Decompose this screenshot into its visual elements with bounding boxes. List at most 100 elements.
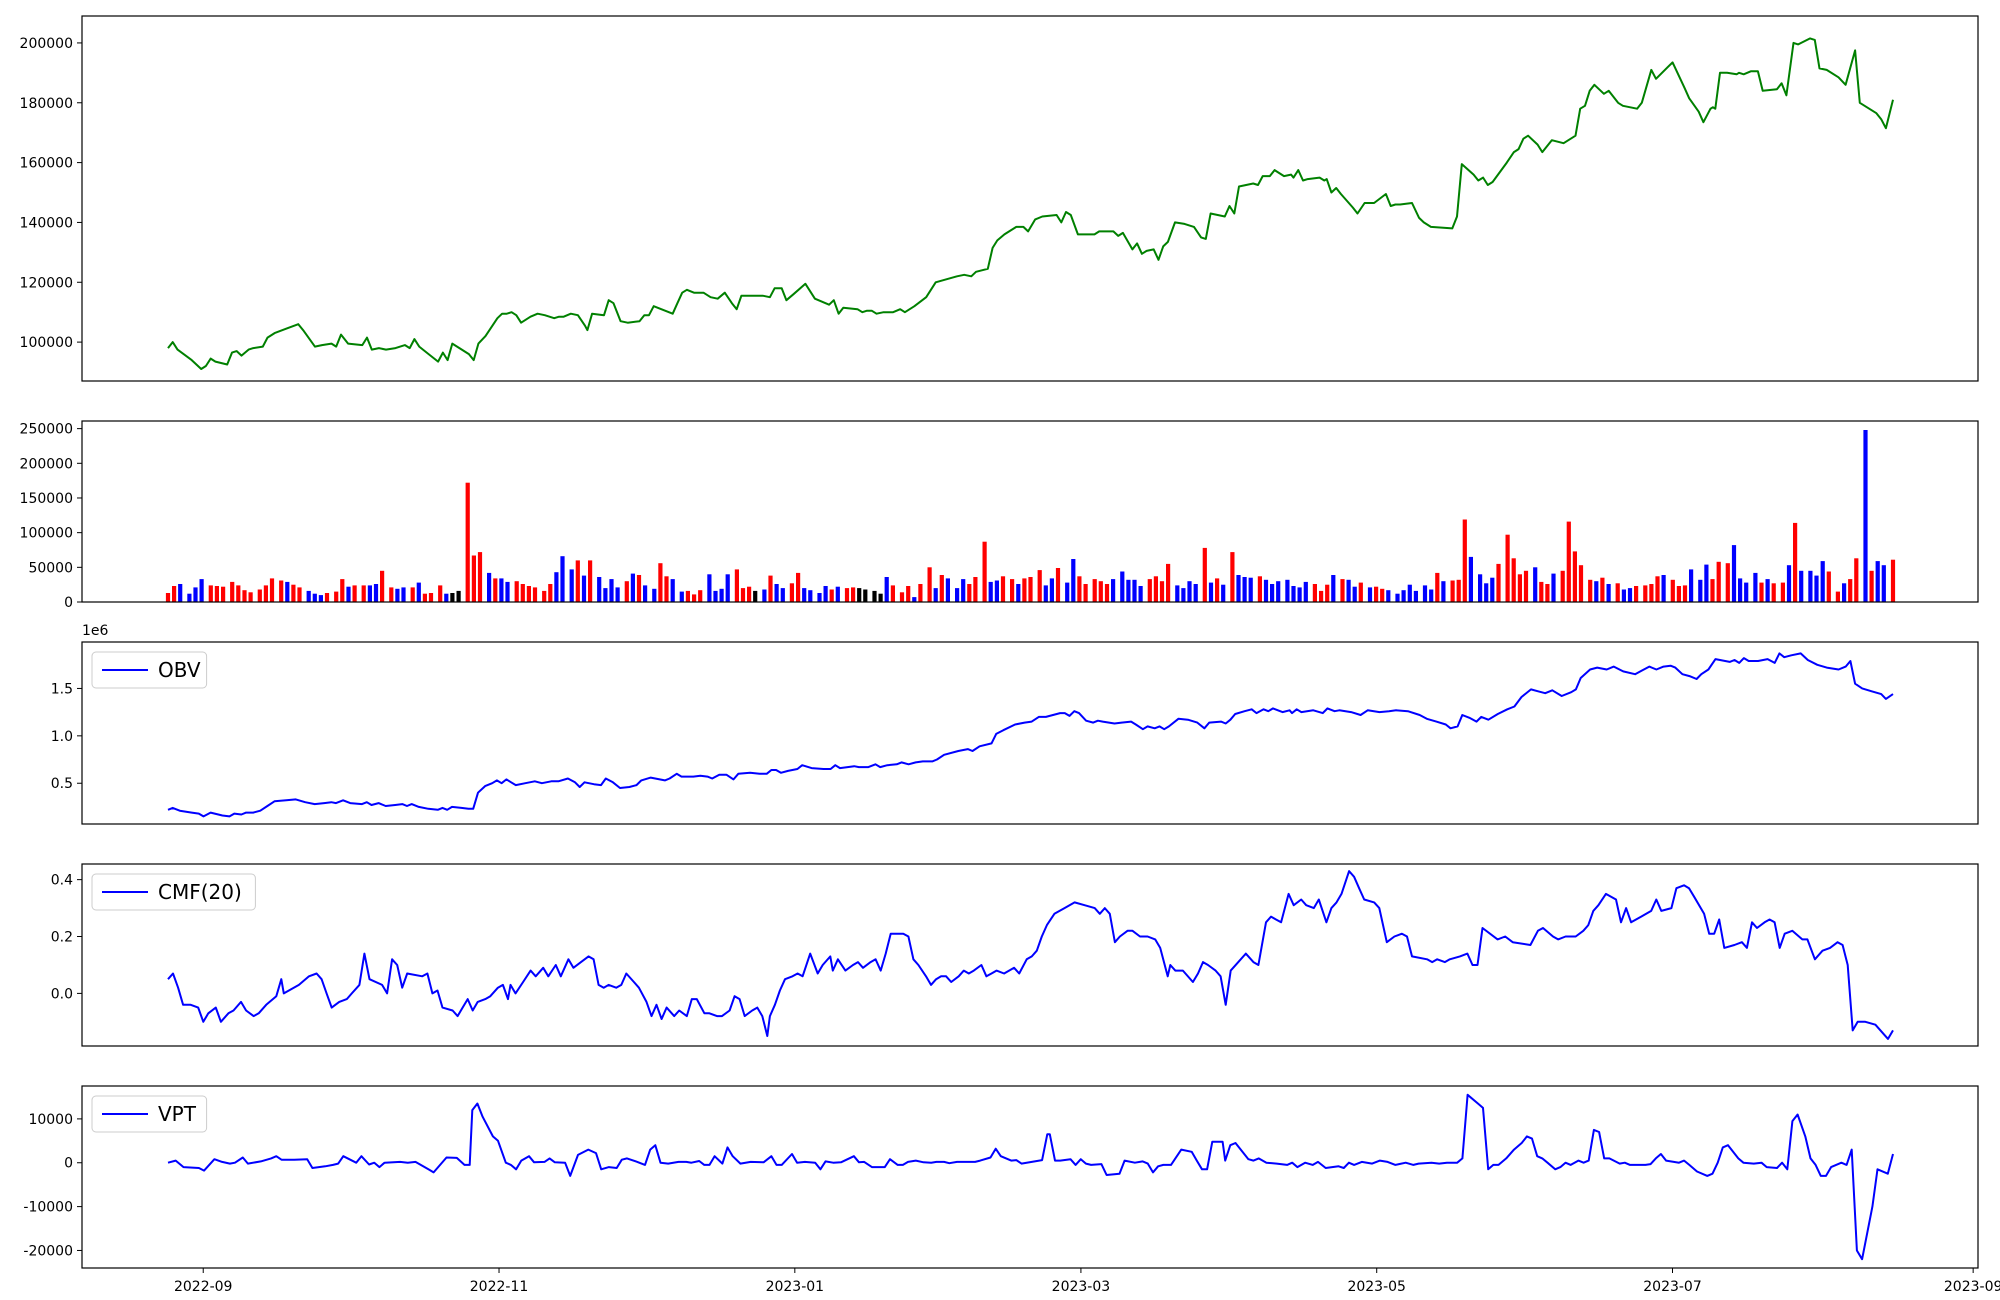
y-tick-label: 0.0: [51, 986, 73, 1002]
volume-bar: [444, 593, 449, 602]
volume-bar: [1560, 570, 1565, 602]
volume-bar: [1395, 593, 1400, 602]
volume-bar: [1276, 581, 1281, 602]
volume-bar: [1407, 584, 1412, 602]
volume-bar: [1698, 579, 1703, 602]
volume-bar: [1065, 582, 1070, 602]
volume-bar: [346, 586, 351, 602]
volume-bar: [306, 590, 311, 602]
volume-bar: [395, 588, 400, 602]
volume-bar: [279, 580, 284, 602]
volume-bar: [1484, 583, 1489, 602]
volume-bar: [1077, 576, 1082, 602]
volume-bar: [692, 594, 697, 602]
y-offset-label: 1e6: [82, 623, 109, 639]
volume-bar: [927, 567, 932, 602]
volume-bar: [1517, 574, 1522, 602]
volume-bar: [1490, 577, 1495, 602]
volume-bar: [624, 581, 629, 602]
volume-bar: [1132, 579, 1137, 602]
volume-bar: [685, 590, 690, 602]
volume-bar: [1606, 584, 1611, 602]
volume-bar: [1649, 584, 1654, 602]
volume-bar: [1634, 586, 1639, 602]
y-tick-label: 200000: [20, 36, 73, 52]
volume-bar: [1055, 568, 1061, 602]
volume-bar: [1682, 585, 1688, 602]
volume-bar: [1456, 579, 1461, 602]
volume-bar: [208, 585, 213, 602]
volume-bar: [1010, 579, 1015, 602]
volume-bar: [1511, 558, 1516, 602]
volume-bar: [1352, 586, 1357, 602]
volume-bar: [1863, 430, 1868, 602]
volume-bar: [630, 573, 635, 602]
y-tick-label: 10000: [28, 1112, 73, 1128]
volume-bar: [1661, 575, 1666, 602]
volume-bar: [780, 588, 785, 602]
y-tick-label: 0.5: [51, 776, 73, 792]
volume-bar: [1181, 588, 1186, 602]
volume-bar: [796, 572, 801, 602]
volume-bar: [1753, 572, 1758, 602]
volume-bar: [1120, 571, 1125, 602]
axes-frame: [81, 420, 1979, 603]
volume-bar: [808, 590, 813, 602]
legend: CMF(20): [91, 873, 256, 911]
volume-bar: [1539, 581, 1544, 602]
volume-bar: [257, 589, 262, 602]
volume-bar: [532, 587, 538, 602]
volume-bar: [487, 572, 492, 602]
volume-bar: [187, 593, 192, 602]
volume-bar: [1890, 559, 1896, 602]
volume-bar: [918, 584, 923, 602]
volume-bar: [1159, 581, 1165, 602]
volume-bar: [1346, 579, 1351, 602]
volume-bar: [401, 587, 406, 602]
volume-bar: [1786, 565, 1792, 602]
volume-bar: [789, 583, 794, 602]
volume-bar: [477, 552, 483, 602]
volume-bar: [1401, 590, 1406, 602]
volume-bar: [823, 586, 828, 602]
volume-bar: [933, 588, 938, 602]
volume-bar: [1230, 552, 1235, 602]
volume-bar: [899, 592, 905, 602]
volume-bar: [1704, 564, 1709, 602]
volume-bar: [1523, 570, 1529, 602]
volume-bar: [367, 585, 372, 602]
volume-bar: [1285, 579, 1290, 602]
volume-bar: [505, 581, 510, 602]
volume-bar: [817, 593, 822, 602]
volume-bar: [1578, 565, 1584, 602]
volume-bar: [1208, 582, 1214, 602]
volume-bar: [263, 585, 268, 602]
volume-bar: [1215, 578, 1220, 602]
volume-bar: [1780, 582, 1785, 602]
volume-bar: [1655, 576, 1660, 602]
volume-bar: [753, 590, 758, 602]
volume-bar: [361, 585, 366, 602]
volume-bar: [1071, 559, 1076, 602]
volume-bar: [1413, 590, 1418, 602]
y-tick-label: 1.0: [51, 729, 73, 745]
volume-bar: [1731, 545, 1737, 602]
x-tick-label: 2023-05: [1347, 1279, 1406, 1295]
y-tick-label: 0.4: [51, 873, 73, 889]
volume-bar: [652, 588, 657, 602]
volume-bar: [422, 593, 427, 602]
y-tick-label: 1.5: [51, 681, 73, 697]
volume-bar: [906, 586, 911, 602]
volume-bar: [1725, 563, 1730, 602]
volume-bar: [945, 578, 950, 602]
volume-bar: [939, 575, 944, 602]
volume-bar: [1799, 570, 1804, 602]
volume-bar: [1358, 582, 1363, 602]
volume-bar: [1325, 584, 1330, 602]
volume-bar: [1820, 561, 1825, 602]
volume-bar: [719, 588, 724, 602]
volume-bar: [603, 588, 608, 602]
x-tick-label: 2022-11: [470, 1279, 529, 1295]
volume-bar: [588, 560, 593, 602]
volume-bar: [1875, 561, 1880, 602]
